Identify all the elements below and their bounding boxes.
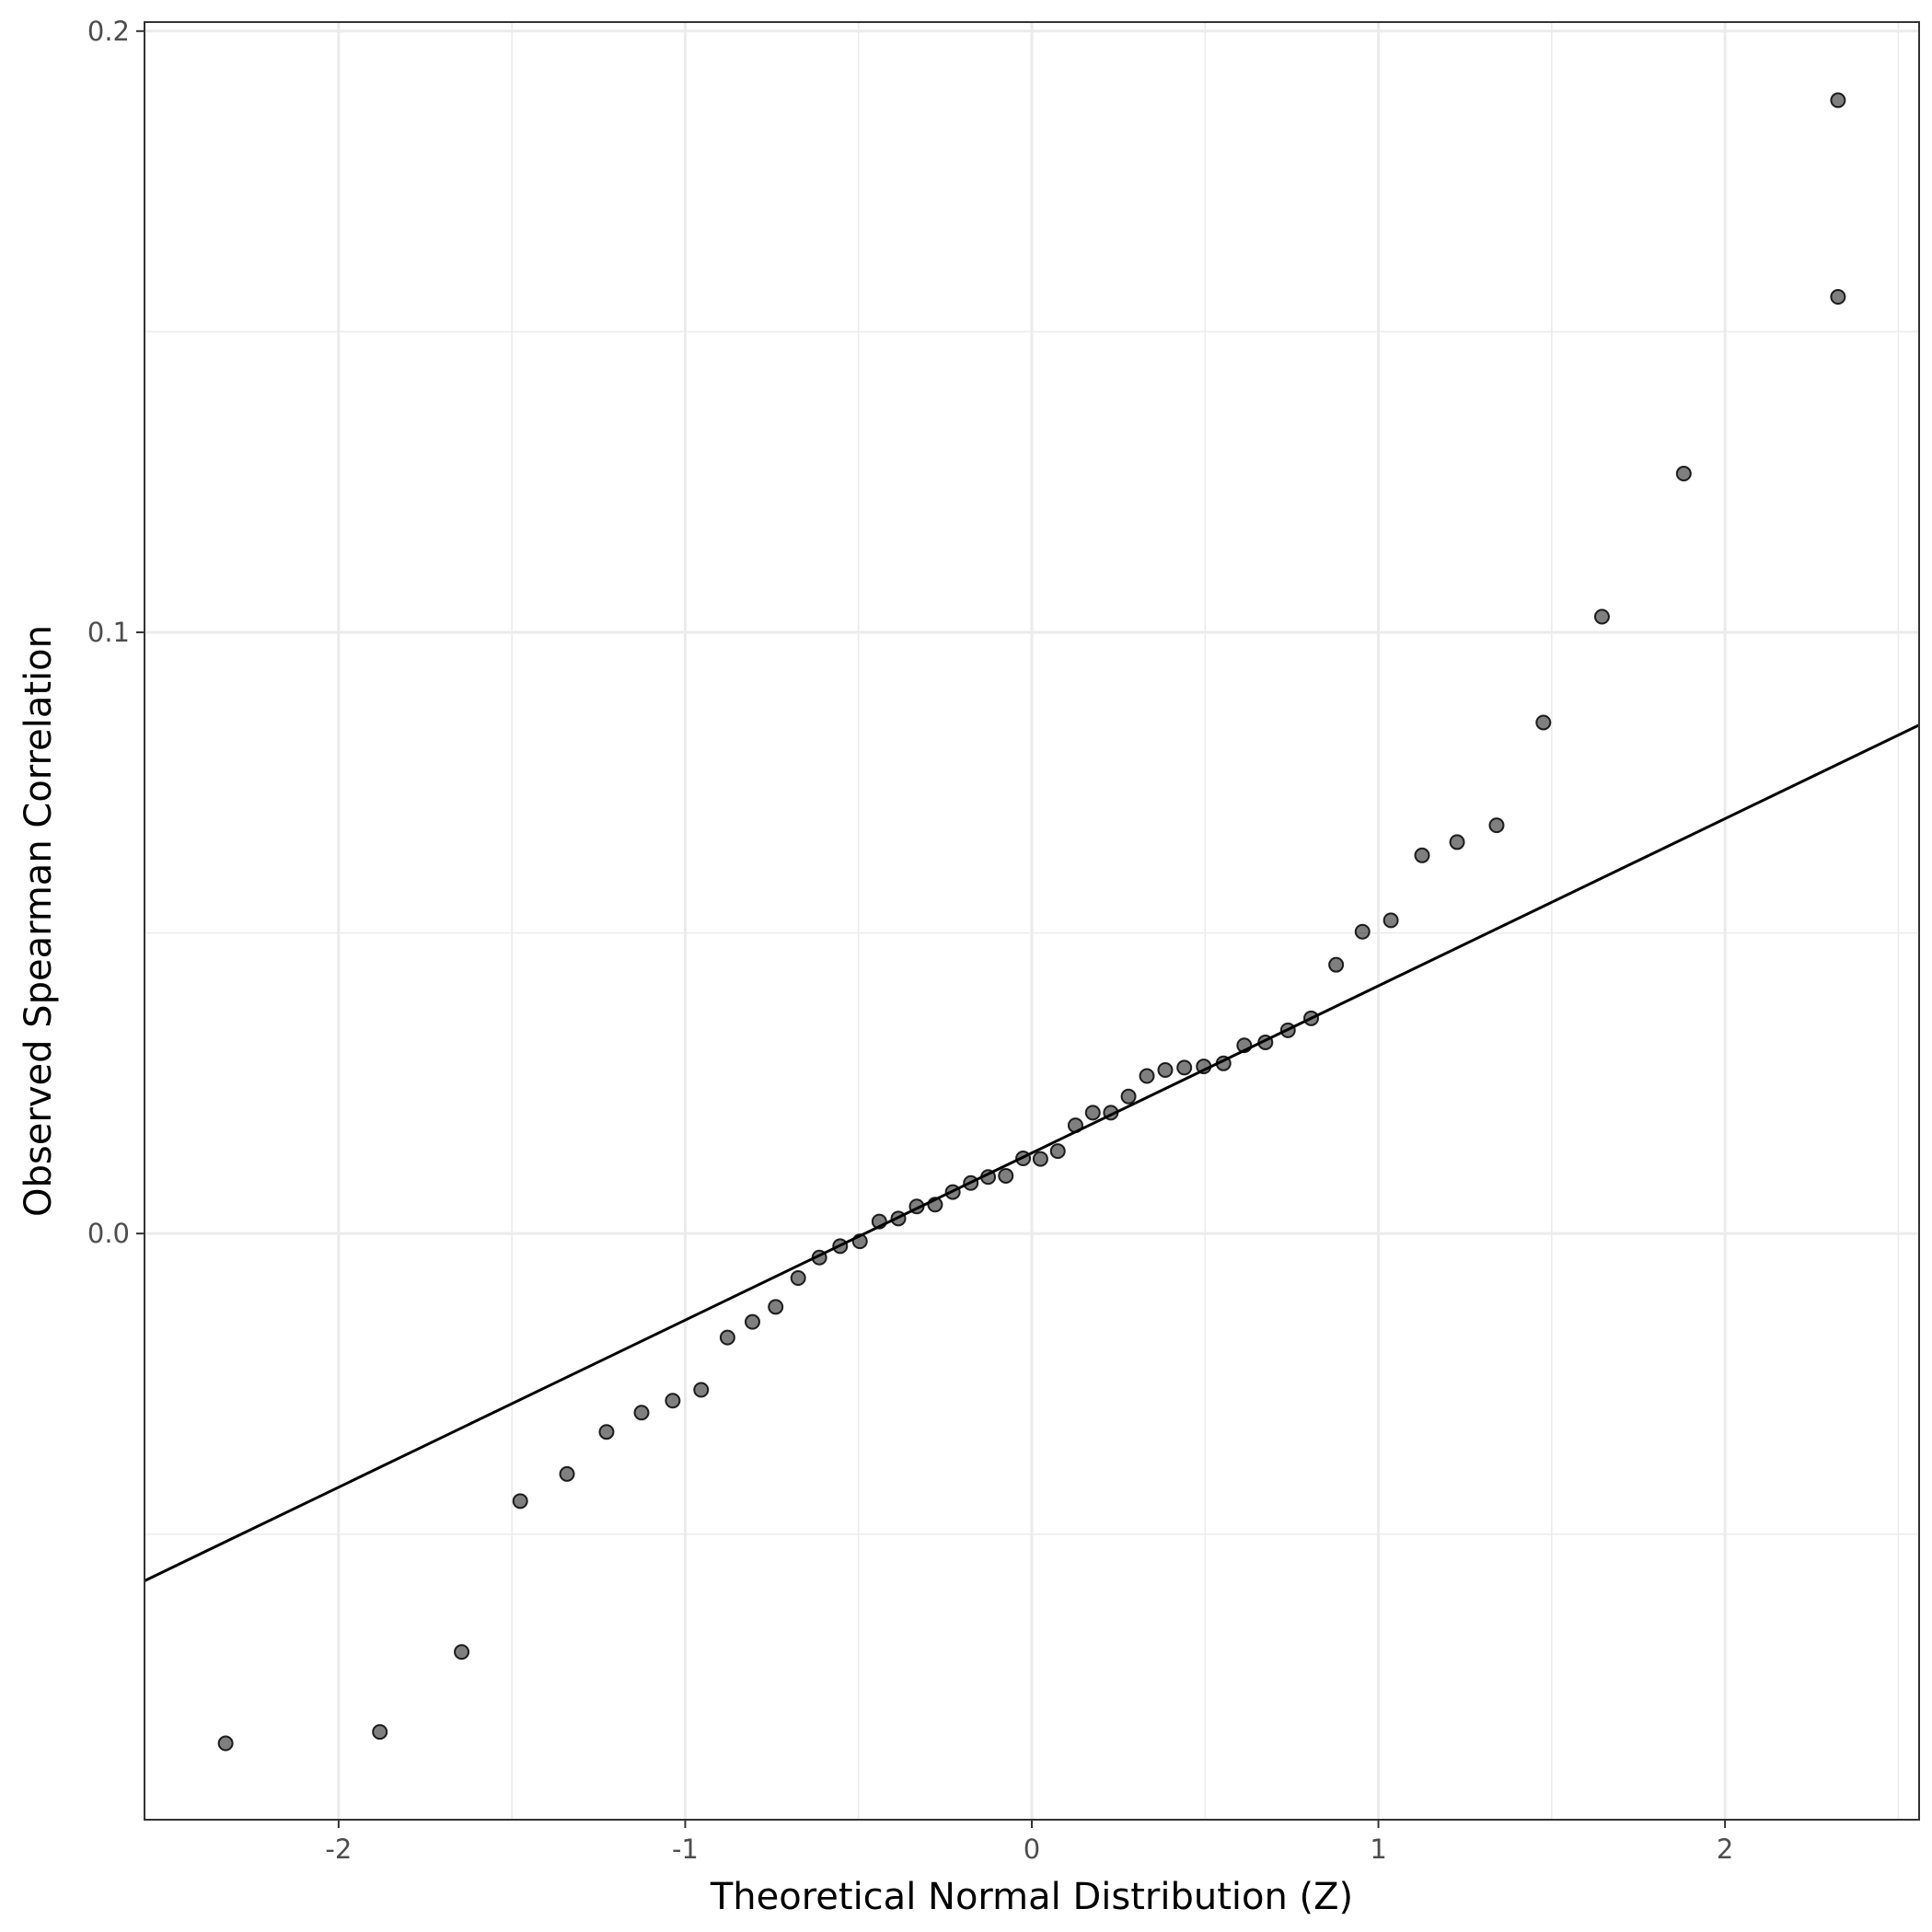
data-point bbox=[633, 1405, 650, 1421]
data-point bbox=[1067, 1117, 1083, 1134]
data-point bbox=[1049, 1143, 1066, 1160]
data-point bbox=[1215, 1055, 1232, 1071]
data-point bbox=[1120, 1088, 1137, 1105]
data-point bbox=[1196, 1059, 1212, 1075]
data-point bbox=[1279, 1022, 1296, 1038]
data-point bbox=[832, 1238, 849, 1255]
data-point bbox=[980, 1169, 997, 1186]
data-point bbox=[963, 1174, 979, 1191]
data-point bbox=[1032, 1151, 1048, 1167]
data-point bbox=[1139, 1068, 1155, 1084]
data-point bbox=[1015, 1151, 1032, 1167]
data-point bbox=[1257, 1034, 1274, 1050]
data-point bbox=[1354, 923, 1371, 940]
x-tick-label: 2 bbox=[1717, 1834, 1733, 1865]
data-point bbox=[1103, 1105, 1119, 1121]
y-axis-ticks: 0.0 0.1 0.2 bbox=[87, 16, 145, 1249]
data-point bbox=[1675, 466, 1692, 482]
x-tick-label: 1 bbox=[1370, 1834, 1386, 1865]
data-point bbox=[1488, 817, 1505, 834]
x-axis-title: Theoretical Normal Distribution (Z) bbox=[710, 1876, 1353, 1918]
data-point bbox=[744, 1313, 760, 1330]
data-point bbox=[927, 1197, 943, 1213]
x-axis-ticks: -2 -1 0 1 2 bbox=[325, 1820, 1733, 1865]
data-point bbox=[665, 1393, 681, 1409]
data-point bbox=[790, 1269, 806, 1286]
y-axis-title: Observed Spearman Correlation bbox=[17, 625, 60, 1217]
y-tick-label: 0.2 bbox=[87, 16, 130, 47]
data-point bbox=[719, 1329, 735, 1346]
data-point bbox=[217, 1735, 234, 1752]
x-tick-label: -2 bbox=[325, 1834, 352, 1865]
x-tick-label: -1 bbox=[672, 1834, 699, 1865]
data-point bbox=[768, 1299, 784, 1315]
y-tick-label: 0.0 bbox=[87, 1218, 130, 1249]
data-point bbox=[1157, 1061, 1174, 1078]
data-point bbox=[1449, 834, 1465, 850]
reference-line-layer bbox=[144, 723, 1920, 1582]
data-point bbox=[1535, 714, 1552, 731]
data-point bbox=[1414, 847, 1430, 863]
data-point bbox=[851, 1233, 868, 1250]
data-point bbox=[871, 1213, 887, 1230]
data-point bbox=[598, 1424, 615, 1440]
data-point bbox=[1830, 289, 1846, 306]
data-point bbox=[372, 1724, 388, 1741]
data-point bbox=[1303, 1010, 1320, 1026]
data-point bbox=[1593, 608, 1610, 625]
reference-line bbox=[144, 723, 1920, 1582]
data-point bbox=[1176, 1059, 1193, 1076]
data-point bbox=[1830, 92, 1846, 109]
data-point bbox=[1382, 912, 1399, 929]
y-tick-label: 0.1 bbox=[87, 617, 130, 648]
data-point bbox=[512, 1493, 528, 1510]
data-point bbox=[811, 1249, 827, 1266]
x-tick-label: 0 bbox=[1024, 1834, 1040, 1865]
data-point bbox=[1328, 956, 1345, 973]
data-points bbox=[217, 92, 1846, 1752]
data-point bbox=[1084, 1105, 1101, 1121]
data-point bbox=[559, 1465, 575, 1482]
data-point bbox=[944, 1184, 961, 1200]
major-gridlines bbox=[145, 22, 1919, 1820]
data-point bbox=[454, 1644, 470, 1660]
data-point bbox=[908, 1198, 925, 1215]
data-point bbox=[693, 1382, 710, 1398]
data-point bbox=[1236, 1037, 1253, 1054]
data-point bbox=[890, 1210, 907, 1227]
data-point bbox=[998, 1167, 1014, 1184]
